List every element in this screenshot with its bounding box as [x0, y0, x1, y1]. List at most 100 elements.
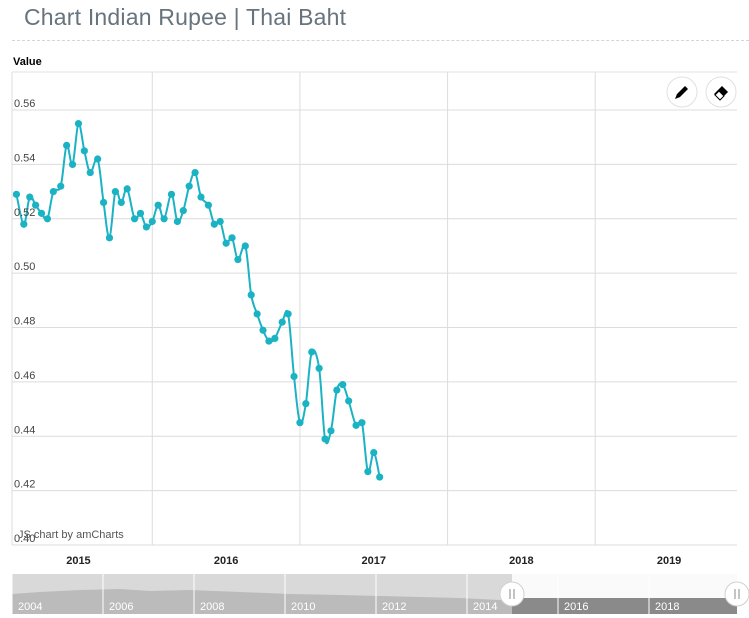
data-point[interactable]	[241, 242, 249, 250]
y-tick-label: 0.54	[14, 152, 35, 164]
data-point[interactable]	[99, 198, 108, 207]
data-point[interactable]	[352, 421, 360, 429]
amcharts-credit[interactable]: JS chart by amCharts	[18, 529, 124, 541]
data-point[interactable]	[160, 215, 168, 223]
scrollbar-year-label: 2008	[200, 601, 224, 613]
scrollbar-selected-fill	[512, 598, 737, 614]
data-point[interactable]	[358, 419, 366, 427]
data-point[interactable]	[339, 381, 347, 389]
data-point[interactable]	[12, 190, 21, 198]
y-tick-labels: 0.40 0.42 0.44 0.46 0.48 0.50 0.52 0.54 0.56	[14, 98, 35, 545]
data-point[interactable]	[130, 215, 139, 223]
data-point[interactable]	[123, 185, 131, 193]
scrollbar-left-grip[interactable]	[499, 581, 525, 607]
data-point[interactable]	[247, 291, 255, 299]
data-point[interactable]	[105, 234, 114, 242]
data-point[interactable]	[20, 220, 28, 228]
data-point[interactable]	[191, 168, 199, 177]
data-point[interactable]	[278, 318, 286, 326]
data-point[interactable]	[63, 141, 71, 149]
y-tick-label: 0.44	[14, 424, 35, 436]
data-point[interactable]	[68, 160, 77, 169]
data-point[interactable]	[86, 168, 94, 177]
data-point[interactable]	[197, 193, 205, 201]
eraser-icon	[714, 86, 728, 101]
pencil-icon	[675, 86, 688, 99]
data-point[interactable]	[216, 217, 224, 226]
data-point[interactable]	[94, 155, 102, 163]
scrollbar-right-grip[interactable]	[724, 581, 749, 607]
data-point[interactable]	[315, 364, 323, 372]
series-line	[15, 122, 381, 478]
data-point[interactable]	[167, 190, 176, 198]
data-point[interactable]	[210, 220, 218, 228]
data-point[interactable]	[321, 435, 329, 443]
x-tick-label: 2017	[362, 555, 386, 567]
scrollbar-year-label: 2014	[473, 601, 497, 613]
data-point[interactable]	[37, 209, 46, 217]
data-point[interactable]	[154, 201, 162, 209]
x-tick-label: 2018	[509, 555, 533, 567]
data-point[interactable]	[253, 310, 261, 318]
data-point[interactable]	[302, 400, 310, 408]
data-point[interactable]	[32, 201, 40, 209]
data-point[interactable]	[142, 223, 150, 231]
title-divider	[12, 40, 749, 41]
data-point[interactable]	[222, 239, 230, 247]
x-tick-labels: 2015 2016 2017 2018 2019	[66, 555, 681, 567]
data-point[interactable]	[49, 188, 57, 196]
data-point[interactable]	[136, 209, 145, 217]
scrollbar-year-label: 2016	[564, 601, 588, 613]
y-tick-label: 0.52	[14, 207, 35, 219]
data-point[interactable]	[80, 147, 88, 155]
data-point[interactable]	[57, 182, 65, 190]
data-point[interactable]	[179, 207, 187, 215]
scrollbar-year-labels: 2004 2006 2008 2010 2012 2014 2016 2018	[11, 574, 679, 614]
draw-button[interactable]	[666, 76, 698, 108]
y-tick-label: 0.46	[14, 370, 35, 382]
data-point[interactable]	[185, 182, 193, 190]
data-point[interactable]	[296, 419, 304, 427]
data-point[interactable]	[148, 217, 156, 226]
data-point[interactable]	[228, 234, 236, 242]
data-point[interactable]	[26, 193, 34, 201]
erase-button[interactable]	[705, 76, 737, 108]
y-tick-label: 0.50	[14, 261, 35, 273]
data-point[interactable]	[265, 337, 273, 345]
data-point[interactable]	[271, 334, 279, 343]
data-point[interactable]	[345, 397, 353, 405]
data-point[interactable]	[259, 326, 267, 334]
y-tick-label: 0.42	[14, 479, 35, 491]
data-point[interactable]	[376, 473, 384, 481]
data-point[interactable]	[117, 198, 125, 207]
x-tick-label: 2019	[657, 555, 681, 567]
x-tick-label: 2016	[214, 555, 238, 567]
series-line-group	[12, 120, 384, 481]
data-point[interactable]	[364, 468, 372, 476]
data-point[interactable]	[173, 217, 181, 226]
y-tick-label: 0.48	[14, 316, 35, 328]
data-point[interactable]	[308, 348, 316, 356]
x-tick-label: 2015	[66, 555, 90, 567]
data-point[interactable]	[234, 255, 242, 264]
data-point[interactable]	[370, 448, 378, 457]
y-tick-label: 0.56	[14, 98, 35, 110]
y-axis-title: Value	[13, 56, 42, 68]
scrollbar-year-label: 2012	[382, 601, 406, 613]
y-tick-label: 0.40	[14, 533, 35, 545]
data-point[interactable]	[111, 188, 119, 196]
data-point[interactable]	[333, 386, 341, 394]
scrollbar-year-label: 2010	[291, 601, 315, 613]
data-point[interactable]	[290, 372, 298, 381]
data-point[interactable]	[327, 427, 335, 435]
data-point[interactable]	[204, 201, 212, 209]
grid	[11, 72, 737, 546]
page-title: Chart Indian Rupee | Thai Baht	[24, 4, 347, 30]
data-point[interactable]	[74, 120, 83, 128]
scrollbar-year-label: 2006	[109, 601, 133, 613]
scrollbar-year-label: 2004	[18, 601, 42, 613]
scrollbar[interactable]: 2004 2006 2008 2010 2012 2014 2016 2018	[11, 574, 737, 614]
data-point[interactable]	[284, 310, 292, 318]
data-point[interactable]	[43, 215, 52, 223]
